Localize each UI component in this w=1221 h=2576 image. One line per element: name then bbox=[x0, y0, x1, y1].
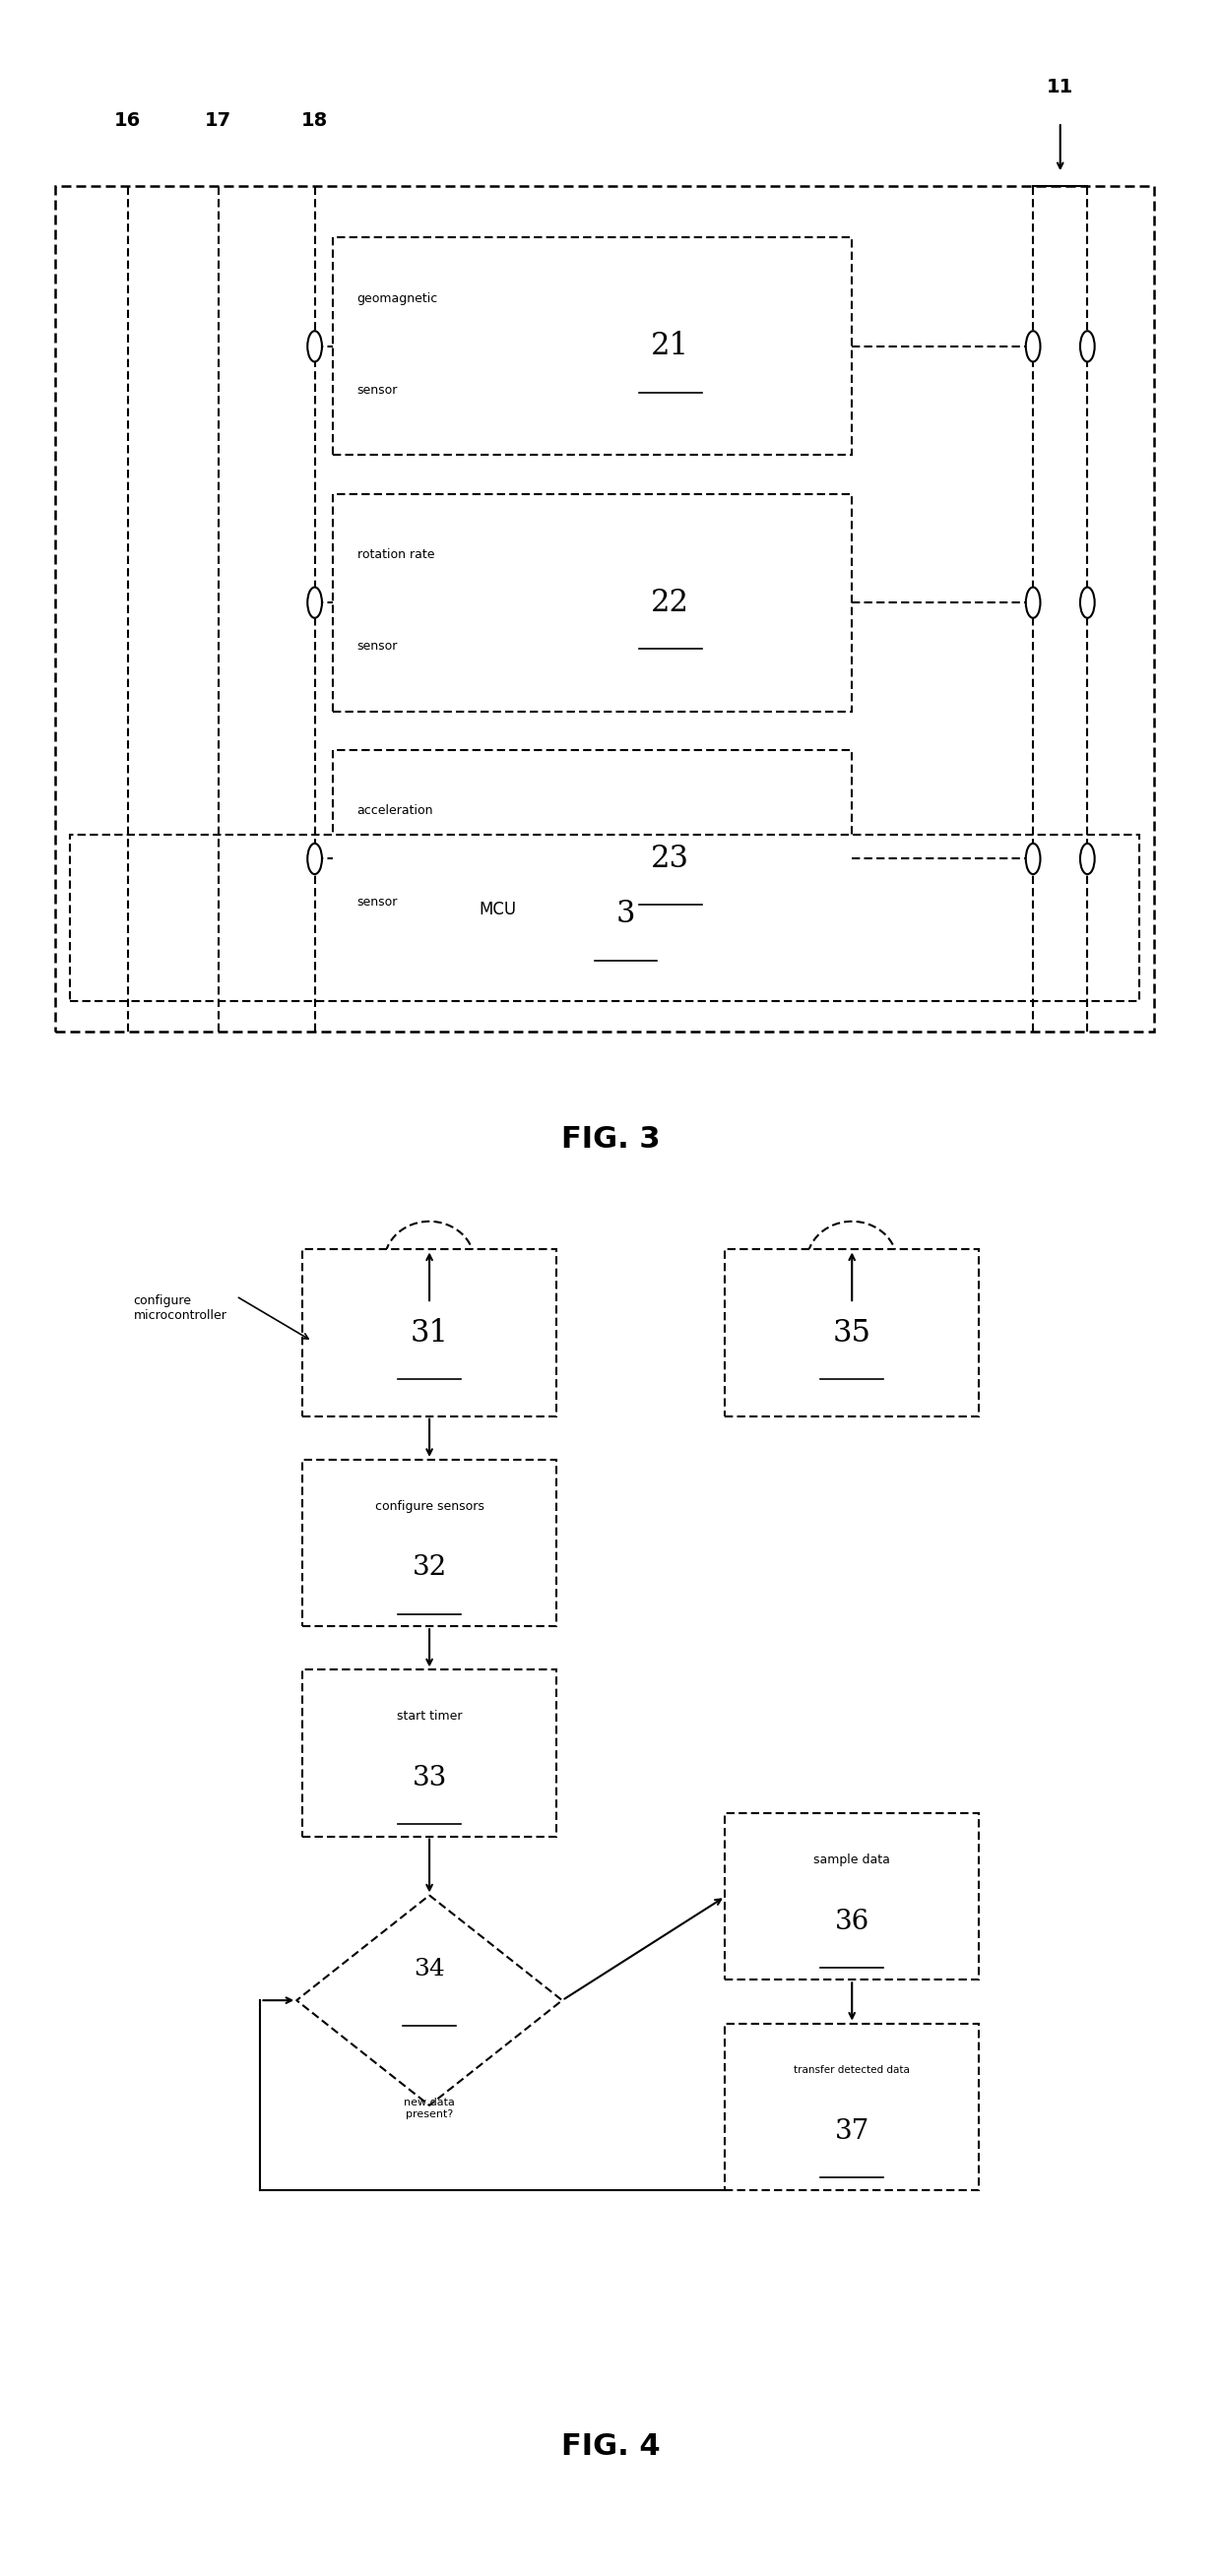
Text: new data
present?: new data present? bbox=[404, 2097, 455, 2120]
Text: 36: 36 bbox=[835, 1909, 869, 1935]
Circle shape bbox=[1081, 587, 1095, 618]
Text: 33: 33 bbox=[411, 1765, 447, 1790]
Ellipse shape bbox=[807, 1221, 897, 1303]
Text: 23: 23 bbox=[651, 842, 690, 873]
Text: 32: 32 bbox=[411, 1556, 447, 1582]
Circle shape bbox=[308, 587, 322, 618]
Text: 16: 16 bbox=[114, 111, 140, 129]
Bar bbox=[303, 1461, 557, 1625]
Circle shape bbox=[1081, 330, 1095, 361]
Text: 35: 35 bbox=[833, 1316, 871, 1347]
Polygon shape bbox=[297, 1896, 562, 2105]
Bar bbox=[303, 1249, 557, 1417]
Text: rotation rate: rotation rate bbox=[357, 549, 435, 562]
Text: 21: 21 bbox=[651, 332, 690, 361]
Text: transfer detected data: transfer detected data bbox=[794, 2066, 910, 2074]
Bar bbox=[725, 2022, 979, 2190]
Bar bbox=[303, 1669, 557, 1837]
Circle shape bbox=[1026, 587, 1040, 618]
Text: 3: 3 bbox=[617, 899, 635, 930]
Text: sensor: sensor bbox=[357, 896, 398, 909]
Text: 37: 37 bbox=[834, 2117, 869, 2146]
Text: configure sensors: configure sensors bbox=[375, 1499, 484, 1512]
Bar bbox=[725, 1249, 979, 1417]
Text: sensor: sensor bbox=[357, 384, 398, 397]
Bar bbox=[70, 835, 1139, 1002]
Text: sample data: sample data bbox=[813, 1855, 890, 1865]
Bar bbox=[725, 1814, 979, 1981]
Text: 18: 18 bbox=[302, 111, 328, 129]
Text: FIG. 3: FIG. 3 bbox=[560, 1126, 661, 1154]
Bar bbox=[333, 237, 852, 456]
Text: geomagnetic: geomagnetic bbox=[357, 291, 438, 304]
Circle shape bbox=[1026, 842, 1040, 873]
Circle shape bbox=[308, 330, 322, 361]
Text: MCU: MCU bbox=[479, 902, 516, 917]
Bar bbox=[333, 495, 852, 711]
Text: 11: 11 bbox=[1046, 77, 1073, 95]
Circle shape bbox=[308, 842, 322, 873]
Text: 22: 22 bbox=[651, 587, 690, 618]
Ellipse shape bbox=[385, 1221, 475, 1303]
Circle shape bbox=[1026, 330, 1040, 361]
Text: 31: 31 bbox=[410, 1316, 448, 1347]
Bar bbox=[55, 185, 1154, 1033]
Text: 34: 34 bbox=[414, 1958, 444, 1981]
Text: configure
microcontroller: configure microcontroller bbox=[133, 1293, 227, 1321]
Text: sensor: sensor bbox=[357, 639, 398, 652]
Bar bbox=[333, 750, 852, 969]
Text: FIG. 4: FIG. 4 bbox=[560, 2432, 661, 2460]
Text: acceleration: acceleration bbox=[357, 804, 433, 817]
Circle shape bbox=[1081, 842, 1095, 873]
Text: 17: 17 bbox=[205, 111, 232, 129]
Text: start timer: start timer bbox=[397, 1710, 462, 1723]
